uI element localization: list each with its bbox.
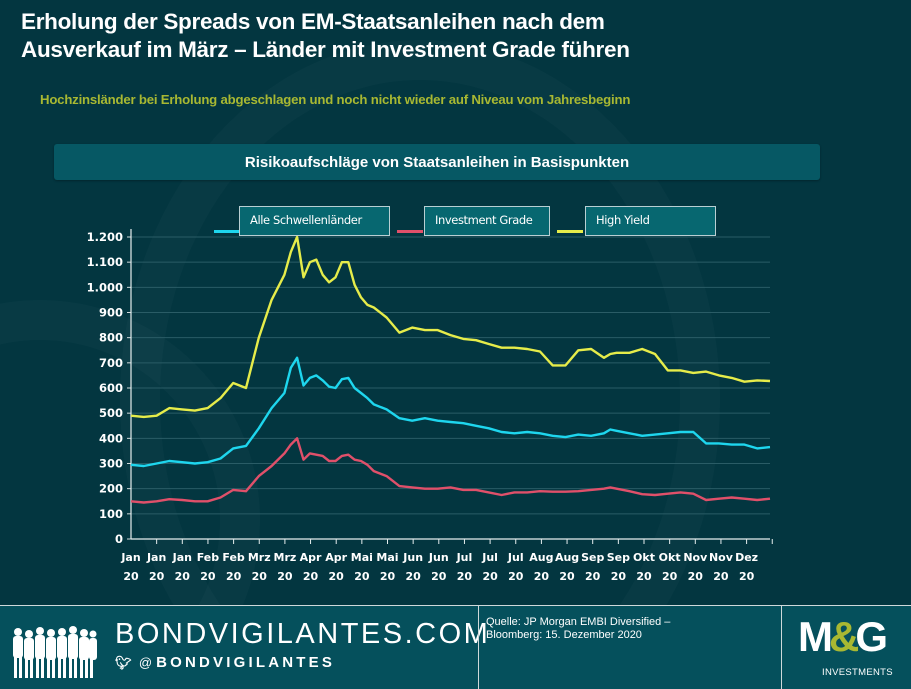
x-tick-label-year: 20 (252, 570, 268, 583)
logo-m: M (798, 613, 833, 660)
x-tick-label-month: Mai (376, 551, 398, 564)
source-note: Quelle: JP Morgan EMBI Diversified – Blo… (486, 616, 686, 642)
y-tick-label: 800 (99, 331, 123, 345)
x-tick-label-month: Okt (633, 551, 655, 564)
source-line-2: Bloomberg: 15. Dezember 2020 (486, 629, 642, 641)
x-tick-label-year: 20 (123, 570, 139, 583)
y-tick-label: 700 (99, 356, 123, 370)
x-tick-label-year: 20 (739, 570, 755, 583)
x-tick-label-year: 20 (149, 570, 165, 583)
mg-investments-logo: M&G INVESTMENTS (796, 613, 896, 683)
x-tick-label-year: 20 (175, 570, 191, 583)
x-tick-label-year: 20 (688, 570, 704, 583)
line-chart: 0 100 200 300 400 500 600 700 800 900 1.000 1.100 1.… (87, 229, 773, 583)
x-tick-label-year: 20 (636, 570, 652, 583)
x-tick-label-month: Feb (222, 551, 245, 564)
y-tick-label: 1.100 (87, 255, 123, 269)
x-tick-label-month: Mrz (274, 551, 297, 564)
series-line-investment-grade (130, 437, 771, 504)
x-tick-label-year: 20 (226, 570, 242, 583)
x-tick-label-month: Jan (146, 551, 166, 564)
x-tick-label-year: 20 (405, 570, 421, 583)
x-tick-label-year: 20 (585, 570, 601, 583)
logo-amp: & (829, 613, 859, 660)
y-tick-label: 1.000 (87, 280, 123, 294)
legend-label: Alle Schwellenländer (250, 213, 362, 227)
twitter-bird-icon: 🐦︎ (115, 655, 132, 670)
legend-item-investment-grade: Investment Grade (424, 206, 550, 236)
legend-item-all-em: Alle Schwellenländer (239, 206, 390, 236)
title-line-2: Ausverkauf im März – Länder mit Investme… (21, 37, 630, 62)
legend-label: High Yield (596, 213, 650, 227)
x-tick-label-year: 20 (277, 570, 293, 583)
x-tick-label-month: Feb (197, 551, 220, 564)
x-tick-label-month: Jan (172, 551, 192, 564)
x-tick-label-year: 20 (482, 570, 498, 583)
y-tick-label: 300 (99, 457, 123, 471)
y-tick-label: 900 (99, 306, 123, 320)
source-line-1: Quelle: JP Morgan EMBI Diversified – (486, 616, 671, 628)
x-tick-label-month: Jul (507, 551, 524, 564)
x-tick-label-year: 20 (329, 570, 345, 583)
x-tick-label-month: Okt (659, 551, 681, 564)
page-title: Erholung der Spreads von EM-Staatsanleih… (21, 8, 630, 64)
legend-item-high-yield: High Yield (585, 206, 716, 236)
footer-divider (781, 606, 782, 689)
x-tick-label-year: 20 (457, 570, 473, 583)
y-tick-label: 400 (99, 431, 123, 445)
x-tick-label-month: Aug (555, 551, 579, 564)
x-tick-label-year: 20 (200, 570, 216, 583)
logo-g: G (855, 613, 888, 660)
series-line-high-yield (130, 235, 771, 419)
legend-label: Investment Grade (435, 213, 533, 227)
x-tick-label-year: 20 (662, 570, 678, 583)
x-tick-label-year: 20 (354, 570, 370, 583)
legend-swatch-all-em (214, 230, 240, 233)
footer: BONDVIGILANTES.COM 🐦︎ @ BONDVIGILANTES Qu… (0, 605, 911, 689)
x-tick-label-month: Nov (709, 551, 734, 564)
chart-title: Risikoaufschläge von Staatsanleihen in B… (244, 153, 630, 171)
site-name: BONDVIGILANTES.COM (115, 618, 491, 650)
subtitle: Hochzinsländer bei Erholung abgeschlagen… (40, 92, 631, 107)
x-tick-label-month: Jul (481, 551, 498, 564)
x-tick-label-year: 20 (611, 570, 627, 583)
x-tick-label-month: Sep (607, 551, 630, 564)
x-tick-label-month: Dez (735, 551, 758, 564)
twitter-handle-text: BONDVIGILANTES (156, 654, 336, 671)
y-tick-label: 200 (99, 482, 123, 496)
y-tick-label: 100 (99, 507, 123, 521)
series-line-alle-schwellenl-nder (130, 356, 771, 468)
people-silhouette-icon (13, 626, 97, 678)
twitter-at: @ (138, 655, 153, 670)
y-tick-label: 0 (115, 532, 123, 546)
footer-divider (478, 606, 479, 689)
twitter-handle: 🐦︎ @ BONDVIGILANTES (115, 654, 335, 671)
x-tick-label-year: 20 (534, 570, 550, 583)
x-tick-label-year: 20 (380, 570, 396, 583)
x-tick-label-month: Jan (120, 551, 140, 564)
legend-swatch-high-yield (557, 230, 583, 233)
x-tick-label-month: Apr (325, 551, 347, 564)
x-tick-label-month: Jul (456, 551, 473, 564)
x-tick-label-year: 20 (508, 570, 524, 583)
x-tick-label-year: 20 (559, 570, 575, 583)
y-tick-label: 500 (99, 406, 123, 420)
legend-swatch-investment-grade (397, 230, 423, 233)
chart-title-panel: Risikoaufschläge von Staatsanleihen in B… (54, 144, 820, 180)
x-tick-label-month: Aug (529, 551, 553, 564)
y-tick-label: 600 (99, 381, 123, 395)
x-tick-label-month: Jun (428, 551, 449, 564)
title-line-1: Erholung der Spreads von EM-Staatsanleih… (21, 9, 605, 34)
x-tick-label-month: Sep (581, 551, 604, 564)
x-tick-label-month: Nov (683, 551, 708, 564)
y-tick-label: 1.200 (87, 230, 123, 244)
logo-subtitle: INVESTMENTS (822, 667, 893, 678)
x-tick-label-year: 20 (303, 570, 319, 583)
x-tick-label-month: Jun (402, 551, 423, 564)
x-tick-label-month: Mrz (248, 551, 271, 564)
x-tick-label-month: Mai (351, 551, 373, 564)
x-tick-label-month: Apr (300, 551, 322, 564)
x-tick-label-year: 20 (431, 570, 447, 583)
x-tick-label-year: 20 (713, 570, 729, 583)
